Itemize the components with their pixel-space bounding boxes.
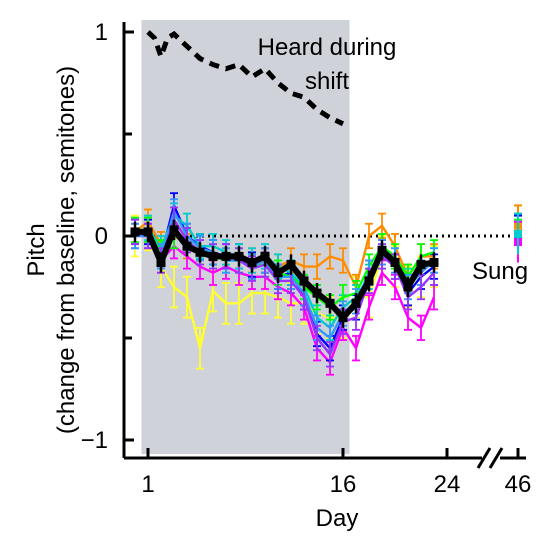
mean-point [260,251,270,261]
mean-point [338,313,348,323]
x-tick-label: 16 [330,471,357,498]
mean-point [364,276,374,286]
axis-break-mark [488,447,504,469]
heard-annotation-line1: Heard during [258,34,397,61]
sung-series-line [135,234,436,365]
mean-series-group [130,219,439,328]
mean-point [299,276,309,286]
mean-point [429,258,439,268]
day46-points-group [514,204,522,263]
x-axis-label: Day [316,505,359,532]
mean-point [156,258,166,268]
y-axis-label: Pitch [23,223,50,276]
x-tick-label: 1 [141,471,154,498]
mean-point [312,288,322,298]
mean-point [143,227,153,237]
y-tick-label: 1 [95,19,108,46]
mean-point [390,258,400,268]
sung-series-line [134,216,435,357]
mean-point [182,241,192,251]
mean-point [234,251,244,261]
mean-point [377,245,387,255]
y-tick-label: 0 [95,223,108,250]
heard-series-group [146,30,345,127]
axes-group [122,22,526,469]
mean-point [273,268,283,278]
mean-point [247,258,257,268]
ticks-group: 1 0 −1 1 16 24 46 [81,19,532,498]
mean-point [130,227,140,237]
x-tick-label: 24 [434,471,461,498]
mean-point [208,251,218,261]
heard-annotation-line2: shift [305,68,349,95]
y-tick-label: −1 [81,427,108,454]
mean-point [195,247,205,257]
sung-annotation: Sung [472,258,528,285]
mean-point [351,298,361,308]
mean-point [169,225,179,235]
mean-point [286,260,296,270]
mean-point [325,298,335,308]
day46-point [514,229,522,238]
heard-dashed-line [146,30,345,127]
mean-point [221,251,231,261]
axis-break-mark [476,447,492,469]
mean-point [416,260,426,270]
mean-point [403,282,413,292]
y-axis-sublabel: (change from baseline, semitones) [53,66,80,434]
x-tick-label: 46 [505,471,532,498]
